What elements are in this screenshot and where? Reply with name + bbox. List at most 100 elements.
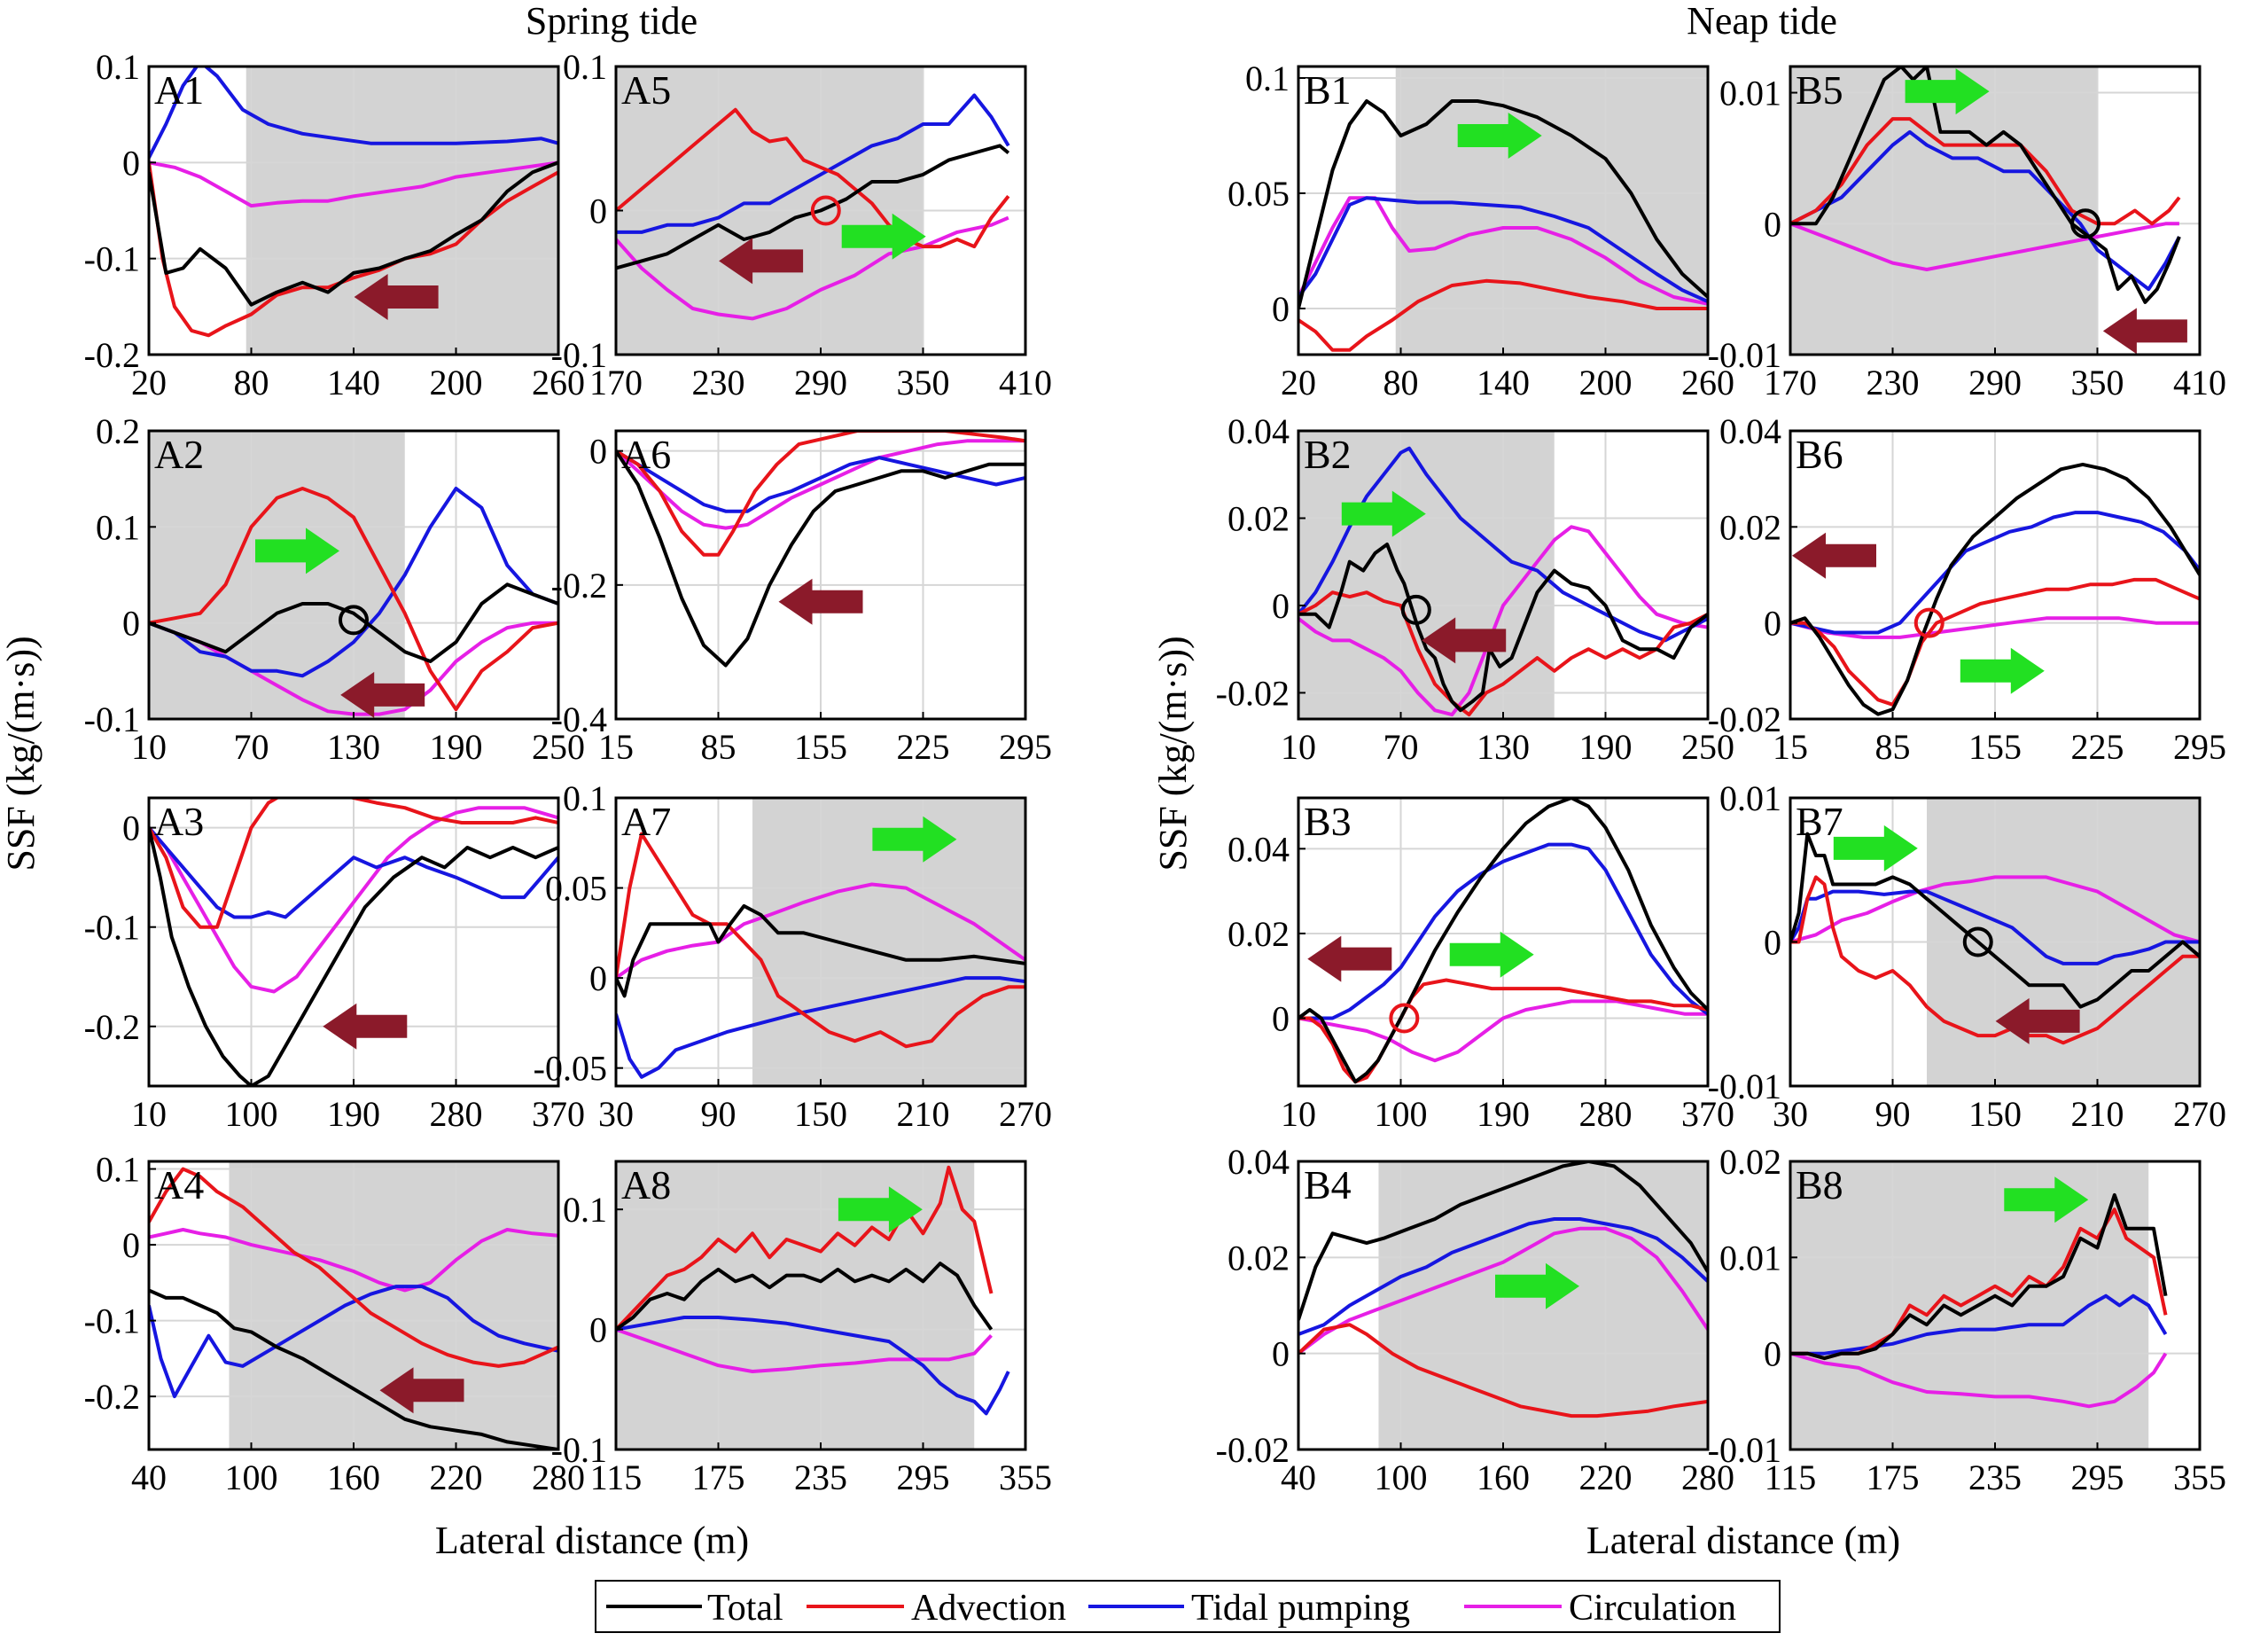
x-tick-label: 295	[2173, 727, 2226, 767]
arrow-left-icon	[1995, 997, 2080, 1044]
y-tick-label: 0.1	[96, 1150, 140, 1190]
y-tick-label: 0.04	[1228, 1142, 1290, 1182]
arrow-left-icon	[340, 671, 425, 718]
x-tick-label: 140	[1477, 363, 1530, 402]
x-tick-label: 175	[692, 1457, 745, 1497]
series-line-tidal	[1298, 196, 1708, 304]
y-tick-label: 0	[1272, 999, 1290, 1039]
circle-marker	[339, 605, 369, 636]
y-tick-label: 0.02	[1719, 1142, 1781, 1182]
y-tick-label: -0.1	[551, 1430, 607, 1470]
y-tick-label: 0.05	[545, 869, 607, 909]
series-line-advection	[616, 107, 1010, 249]
series-group	[616, 832, 1025, 1079]
arrow-left-icon	[1792, 532, 1876, 579]
series-line-total	[1790, 832, 2200, 1009]
x-tick-label: 155	[1968, 727, 2022, 767]
arrow-right-icon	[1457, 113, 1542, 159]
arrow-right-icon	[1341, 490, 1426, 537]
x-tick-label: 10	[1281, 1094, 1316, 1134]
series-line-circulation	[1298, 196, 1708, 306]
series-line-tidal	[149, 826, 558, 919]
x-tick-label: 10	[131, 727, 167, 767]
series-line-total	[149, 160, 558, 307]
series-line-advection	[616, 1165, 994, 1331]
series-line-tidal	[616, 1316, 1010, 1416]
y-tick-label: 0	[1764, 204, 1781, 244]
x-tick-label: 260	[1681, 363, 1734, 402]
x-tick-label: 270	[999, 1094, 1052, 1134]
y-tick-label: 0	[1272, 289, 1290, 329]
arrow-left-icon	[379, 1367, 464, 1414]
y-tick-label: 0.1	[96, 507, 140, 547]
circle-marker	[1962, 926, 1993, 957]
series-line-total	[1298, 99, 1708, 309]
circle-marker	[1400, 594, 1431, 625]
y-tick-label: 0.02	[1719, 507, 1781, 547]
panel-b6: 15 85 155 225 295 -0.02 0 0.02 0.04 B6	[1708, 411, 2226, 767]
x-tick-label: 370	[532, 1094, 585, 1134]
arrow-right-icon	[872, 816, 957, 863]
series-line-advection	[149, 798, 558, 929]
x-tick-label: 280	[1681, 1457, 1734, 1497]
panel-label: A3	[154, 799, 204, 844]
y-tick-label: -0.2	[84, 335, 140, 375]
x-tick-label: 10	[1281, 727, 1316, 767]
panel-a1: 20 80 140 200 260 -0.2 -0.1 0 0.1 A1	[84, 47, 585, 402]
arrow-left-icon	[2102, 308, 2187, 355]
series-group	[616, 431, 1025, 668]
x-tick-label: 20	[131, 363, 167, 402]
panel-label: B8	[1796, 1162, 1843, 1207]
y-tick-label: 0.1	[563, 47, 607, 87]
y-tick-label: -0.01	[1708, 1430, 1781, 1470]
y-tick-label: -0.01	[1708, 1067, 1781, 1106]
x-tick-label: 200	[430, 363, 483, 402]
series-line-advection	[149, 487, 558, 712]
y-tick-label: 0.1	[96, 47, 140, 87]
panel-label: B7	[1796, 799, 1843, 844]
x-tick-label: 280	[430, 1094, 483, 1134]
y-tick-label: 0	[1764, 604, 1781, 644]
panel-label: B4	[1304, 1162, 1352, 1207]
x-tick-label: 160	[327, 1457, 380, 1497]
series-line-tidal	[1790, 889, 2200, 965]
series-line-advection	[1790, 577, 2200, 707]
legend-label-total: Total	[707, 1588, 783, 1629]
series-group	[149, 66, 558, 338]
series-line-advection	[1298, 1323, 1708, 1418]
x-tick-label: 260	[532, 363, 585, 402]
x-axis-label-right: Lateral distance (m)	[1586, 1519, 1900, 1562]
x-tick-label: 290	[1968, 363, 2022, 402]
x-tick-label: 140	[327, 363, 380, 402]
series-group	[1790, 462, 2200, 716]
y-tick-label: 0.04	[1228, 411, 1290, 451]
panel-b2: 10 70 130 190 250 -0.02 0 0.02 0.04 B2	[1216, 411, 1734, 767]
arrow-left-icon	[1422, 617, 1507, 664]
panel-label: A4	[154, 1162, 204, 1207]
x-axis-label-left: Lateral distance (m)	[435, 1519, 749, 1562]
series-line-total	[1790, 462, 2200, 716]
series-line-tidal	[1298, 842, 1708, 1020]
shaded-region	[1298, 431, 1555, 719]
x-tick-label: 155	[794, 727, 847, 767]
series-group	[1298, 99, 1708, 352]
y-tick-label: 0.01	[1719, 74, 1781, 113]
series-group	[149, 1167, 558, 1450]
x-tick-label: 40	[1281, 1457, 1316, 1497]
series-group	[616, 93, 1010, 321]
series-line-circulation	[1790, 222, 2179, 271]
arrow-left-icon	[778, 578, 863, 625]
x-tick-label: 150	[1968, 1094, 2022, 1134]
series-group	[1298, 1161, 1708, 1418]
panel-a5: 170 230 290 350 410 -0.1 0 0.1 A5	[551, 47, 1052, 402]
panel-label: B3	[1304, 799, 1352, 844]
x-tick-label: 355	[999, 1457, 1052, 1497]
x-tick-label: 190	[1477, 1094, 1530, 1134]
legend-label-tidal-pumping: Tidal pumping	[1191, 1588, 1410, 1629]
x-tick-label: 225	[897, 727, 950, 767]
series-line-circulation	[616, 439, 1025, 530]
y-tick-label: 0	[1764, 1334, 1781, 1374]
title-neap-tide: Neap tide	[1687, 0, 1837, 43]
panel-a4: 40 100 160 220 280 -0.2 -0.1 0 0.1 A4	[84, 1150, 585, 1497]
